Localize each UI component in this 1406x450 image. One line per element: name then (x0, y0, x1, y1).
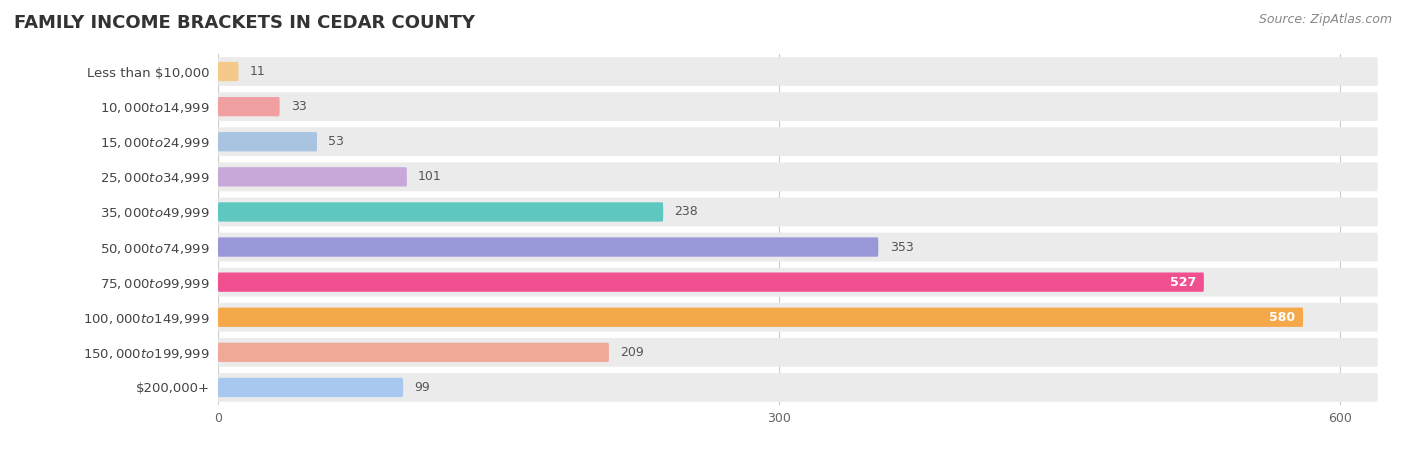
FancyBboxPatch shape (218, 162, 1378, 191)
FancyBboxPatch shape (218, 273, 1204, 292)
FancyBboxPatch shape (218, 97, 280, 116)
Text: 53: 53 (329, 135, 344, 148)
FancyBboxPatch shape (218, 268, 1378, 297)
FancyBboxPatch shape (218, 378, 404, 397)
FancyBboxPatch shape (218, 132, 318, 151)
FancyBboxPatch shape (218, 127, 1378, 156)
FancyBboxPatch shape (218, 373, 1378, 402)
FancyBboxPatch shape (218, 233, 1378, 261)
FancyBboxPatch shape (218, 167, 406, 186)
Text: 11: 11 (250, 65, 266, 78)
Text: 99: 99 (415, 381, 430, 394)
FancyBboxPatch shape (218, 202, 664, 221)
Text: 209: 209 (620, 346, 644, 359)
Text: 527: 527 (1170, 276, 1197, 288)
FancyBboxPatch shape (218, 198, 1378, 226)
FancyBboxPatch shape (218, 62, 239, 81)
FancyBboxPatch shape (218, 92, 1378, 121)
Text: 238: 238 (675, 206, 699, 218)
Text: 33: 33 (291, 100, 307, 113)
FancyBboxPatch shape (218, 303, 1378, 332)
FancyBboxPatch shape (218, 308, 1303, 327)
Text: 580: 580 (1270, 311, 1295, 324)
Text: Source: ZipAtlas.com: Source: ZipAtlas.com (1258, 14, 1392, 27)
FancyBboxPatch shape (218, 57, 1378, 86)
FancyBboxPatch shape (218, 343, 609, 362)
Text: FAMILY INCOME BRACKETS IN CEDAR COUNTY: FAMILY INCOME BRACKETS IN CEDAR COUNTY (14, 14, 475, 32)
FancyBboxPatch shape (218, 238, 879, 256)
Text: 353: 353 (890, 241, 914, 253)
FancyBboxPatch shape (218, 338, 1378, 367)
Text: 101: 101 (418, 171, 441, 183)
